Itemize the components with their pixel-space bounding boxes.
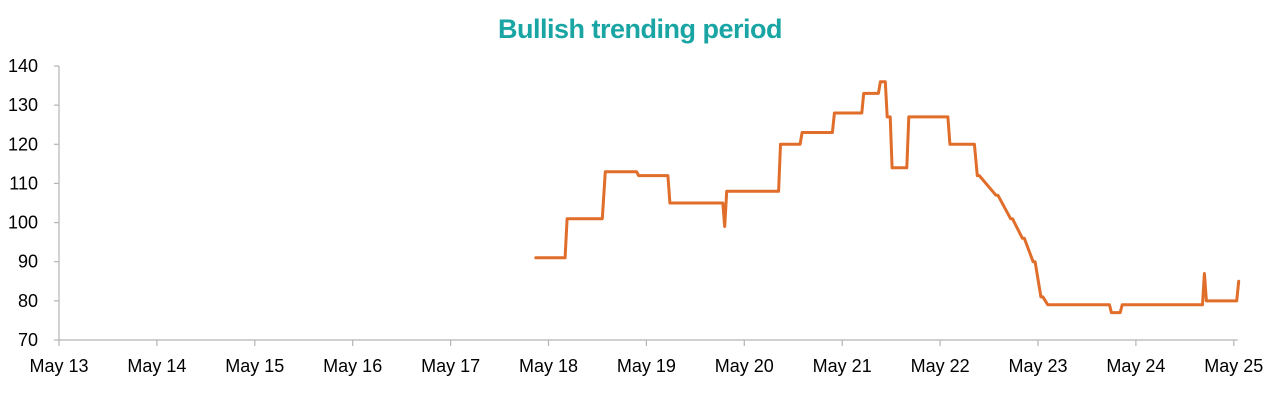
y-tick-label: 80 (18, 291, 38, 311)
chart-title: Bullish trending period (498, 14, 783, 44)
x-tick-label: May 14 (127, 356, 186, 376)
y-tick-label: 120 (8, 134, 38, 154)
y-tick-label: 100 (8, 213, 38, 233)
x-tick-label: May 15 (225, 356, 284, 376)
x-tick-label: May 19 (617, 356, 676, 376)
series-lines (534, 80, 1241, 315)
y-tick-label: 70 (18, 330, 38, 350)
x-tick-label: May 20 (715, 356, 774, 376)
y-tick-label: 130 (8, 95, 38, 115)
series-line-0 (534, 80, 1241, 315)
y-tick-label: 110 (9, 173, 38, 193)
x-tick-label: May 13 (29, 356, 88, 376)
x-tick-label: May 25 (1204, 356, 1263, 376)
chart-axes (54, 65, 1238, 346)
x-tick-label: May 21 (813, 356, 872, 376)
x-tick-label: May 16 (323, 356, 382, 376)
x-tick-label: May 17 (421, 356, 480, 376)
x-tick-label: May 18 (519, 356, 578, 376)
y-axis-tick-labels: 70 80 90 100 110 120 130 140 (8, 56, 38, 350)
x-tick-label: May 23 (1008, 356, 1067, 376)
x-tick-label: May 22 (911, 356, 970, 376)
x-tick-label: May 24 (1106, 356, 1165, 376)
x-axis-tick-labels: May 13 May 14 May 15 May 16 May 17 May 18 May … (29, 356, 1263, 376)
y-tick-label: 140 (8, 56, 38, 76)
y-tick-label: 90 (18, 252, 38, 272)
